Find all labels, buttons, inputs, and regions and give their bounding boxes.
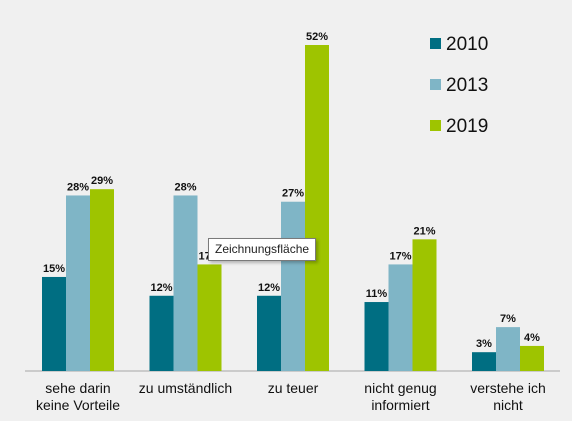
legend-label-2010: 2010 <box>446 34 488 55</box>
bar-2019-4 <box>412 239 437 371</box>
category-label-1-line-1: sehe darin <box>45 380 110 396</box>
bar-label-2019-1: 29% <box>91 175 113 187</box>
bar-label-2010-5: 3% <box>476 338 492 350</box>
bar-group <box>42 45 544 371</box>
bar-label-2019-4: 21% <box>413 225 435 237</box>
bar-2010-5 <box>472 352 496 371</box>
bar-2013-5 <box>496 327 520 371</box>
bar-2019-3 <box>305 45 329 371</box>
bar-2019-2 <box>197 264 222 371</box>
bar-2010-2 <box>149 295 174 371</box>
bar-label-2013-4: 17% <box>389 250 411 262</box>
legend: 2010 2013 2019 <box>430 34 488 137</box>
tooltip: Zeichnungsfläche <box>208 238 317 261</box>
legend-swatch-2019 <box>430 120 441 131</box>
bar-label-2013-3: 27% <box>282 188 304 200</box>
bar-label-2010-2: 12% <box>150 282 172 294</box>
bar-label-2013-5: 7% <box>500 313 516 325</box>
category-label-2-line-1: zu umständlich <box>139 380 232 396</box>
bar-label-2010-1: 15% <box>43 263 65 275</box>
legend-label-2013: 2013 <box>446 75 488 96</box>
bar-label-2019-5: 4% <box>524 332 540 344</box>
bar-2019-1 <box>90 189 114 371</box>
legend-swatch-2010 <box>430 38 441 49</box>
bar-2013-4 <box>388 264 413 371</box>
category-label-4-line-1: nicht genug <box>364 380 436 396</box>
category-label-1-line-2: keine Vorteile <box>36 397 120 413</box>
category-label-5-line-1: verstehe ich <box>470 380 545 396</box>
bar-2019-5 <box>520 345 544 371</box>
bar-2010-4 <box>364 302 389 371</box>
bar-label-2013-1: 28% <box>67 181 89 193</box>
bar-2010-3 <box>257 295 281 371</box>
bar-label-2019-3: 52% <box>306 31 328 43</box>
bar-label-group: 15%28%29%12%28%17%12%27%52%11%17%21%3%7%… <box>43 31 540 350</box>
bar-2013-3 <box>281 201 305 371</box>
category-label-3-line-1: zu teuer <box>268 380 319 396</box>
bar-2010-1 <box>42 276 66 371</box>
legend-label-2019: 2019 <box>446 116 488 137</box>
bar-label-2013-2: 28% <box>174 181 196 193</box>
bar-2013-2 <box>173 195 198 371</box>
legend-swatch-2013 <box>430 79 441 90</box>
category-label-5-line-2: nicht <box>493 397 523 413</box>
bar-label-2010-4: 11% <box>366 288 388 300</box>
category-label-4-line-2: informiert <box>371 397 429 413</box>
bar-2013-1 <box>66 195 90 371</box>
bar-label-2010-3: 12% <box>258 282 280 294</box>
